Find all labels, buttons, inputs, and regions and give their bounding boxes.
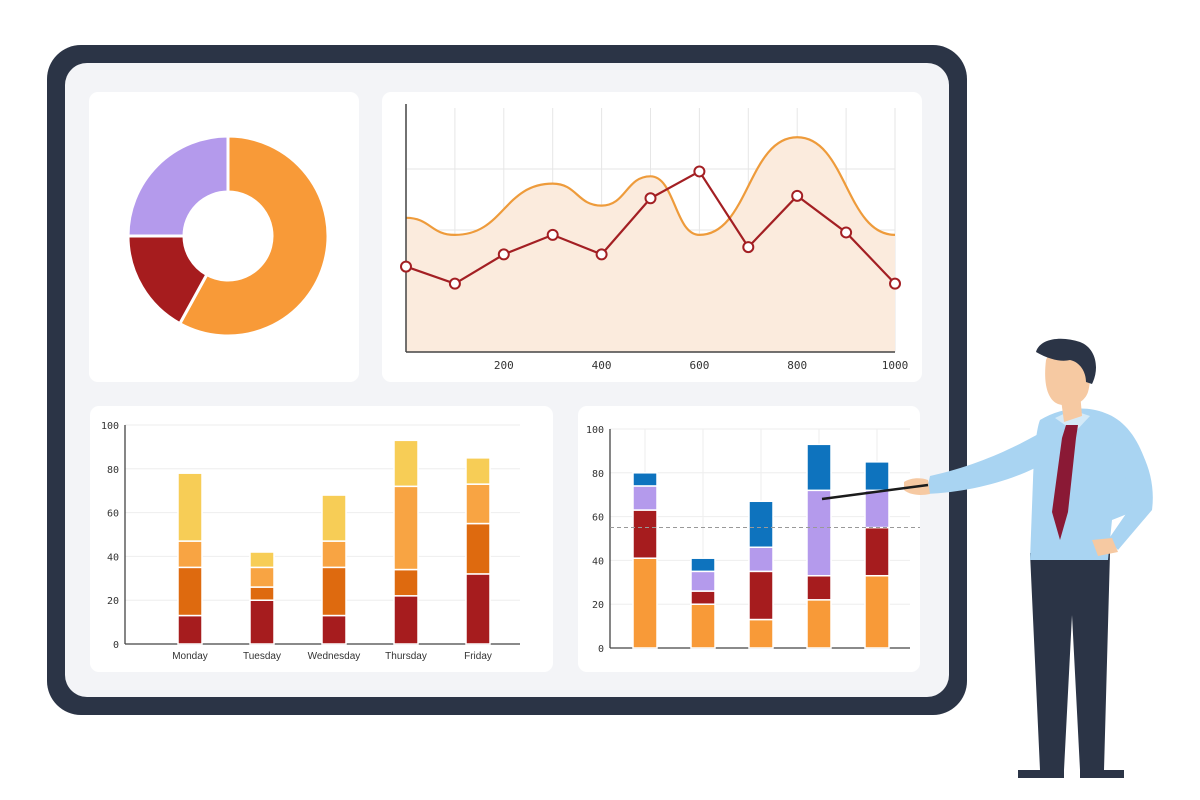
x-category-label: Thursday [385, 651, 427, 662]
left-bar-segment [465, 457, 491, 485]
x-category-label: Monday [172, 651, 208, 662]
left-bar-segment [249, 586, 275, 601]
right-bar-segment [864, 461, 890, 492]
y-tick-label: 0 [598, 644, 604, 655]
left-bar-segment [249, 599, 275, 645]
y-tick-label: 80 [592, 469, 604, 480]
right-bar-segment [748, 618, 774, 649]
area-fill [406, 137, 895, 352]
x-tick-label: 600 [689, 359, 709, 372]
donut-slice-0 [177, 134, 330, 338]
line-point [742, 241, 755, 254]
line-point [889, 277, 901, 290]
right-bar-segment [864, 574, 890, 649]
presenter-hip-hand [1092, 538, 1118, 556]
y-tick-label: 40 [107, 552, 119, 563]
y-tick-label: 0 [113, 640, 119, 651]
right-bar-segment [806, 599, 832, 649]
right-bar-segment [690, 603, 716, 649]
line-point [840, 226, 853, 239]
left-bar-segment [177, 540, 203, 569]
right-bar-segment [864, 489, 890, 529]
left-bar-segment [393, 568, 419, 597]
y-tick-label: 100 [101, 421, 119, 432]
donut-slice-2 [126, 134, 230, 238]
y-tick-label: 100 [586, 425, 604, 436]
line-point [693, 165, 706, 178]
line-point [791, 189, 804, 202]
left-bar-segment [465, 573, 491, 645]
y-tick-label: 40 [592, 556, 604, 567]
x-tick-label: 800 [787, 359, 807, 372]
presenter-hair [1036, 338, 1096, 384]
y-tick-label: 60 [592, 513, 604, 524]
right-bar-segment [748, 570, 774, 621]
stacked-bar-chart-weekdays: 0 20 40 60 80 100 Monday Tuesday Wednesday Thursd… [101, 421, 520, 662]
presenter-tie [1052, 425, 1078, 540]
line-point [546, 228, 559, 241]
right-bar-segment [864, 526, 890, 577]
pointer-stick [821, 483, 929, 501]
left-bar-segment [465, 522, 491, 575]
presenter-right-shoe [1080, 770, 1124, 778]
line-point [400, 260, 412, 273]
presenter-hip-arm [1108, 430, 1153, 550]
presenter-pointing-arm [926, 430, 1050, 494]
y-tick-label: 20 [107, 596, 119, 607]
left-bar-segment [393, 439, 419, 488]
right-bar-segment [806, 574, 832, 601]
right-bar-segment [748, 546, 774, 573]
left-bar-segment [177, 566, 203, 617]
right-bar-segment [632, 472, 658, 487]
presenter-figure [821, 338, 1153, 778]
presenter-legs [1030, 553, 1110, 770]
left-bar-segment [249, 566, 275, 588]
left-bar-segment [321, 494, 347, 542]
donut-chart [126, 134, 330, 338]
left-bar-segment [321, 540, 347, 569]
line-point [595, 248, 608, 261]
line-point [644, 192, 657, 205]
right-bar-segment [806, 443, 832, 492]
left-bar-segment [321, 614, 347, 645]
right-bar-segment [748, 500, 774, 549]
left-bar-segment [393, 485, 419, 571]
y-tick-label: 80 [107, 465, 119, 476]
right-bar-segment [690, 590, 716, 605]
right-bar-segment [806, 489, 832, 577]
x-tick-label: 400 [592, 359, 612, 372]
x-category-label: Wednesday [308, 651, 361, 662]
x-tick-label: 1000 [882, 359, 909, 372]
smooth-series-line [405, 136, 896, 236]
right-bar-segment [632, 485, 658, 511]
x-category-label: Tuesday [243, 651, 281, 662]
right-bar-segment [632, 557, 658, 649]
x-tick-label: 200 [494, 359, 514, 372]
line-point [497, 248, 510, 261]
right-bar-segment [690, 557, 716, 573]
right-bar-segment [690, 570, 716, 592]
line-chart: 200 400 600 800 1000 [400, 104, 909, 372]
left-bar-segment [249, 551, 275, 569]
y-tick-label: 20 [592, 600, 604, 611]
left-bar-segment [177, 614, 203, 645]
left-bar-segment [321, 566, 347, 617]
y-tick-label: 60 [107, 509, 119, 520]
x-category-label: Friday [464, 651, 492, 662]
left-bar-segment [177, 472, 203, 542]
presenter-left-shoe [1018, 770, 1064, 778]
left-bar-segment [393, 595, 419, 645]
line-point [448, 277, 461, 290]
left-bar-segment [465, 483, 491, 525]
stacked-bar-chart-right: 0 20 40 60 80 100 [586, 425, 920, 655]
right-bar-segment [632, 509, 658, 559]
